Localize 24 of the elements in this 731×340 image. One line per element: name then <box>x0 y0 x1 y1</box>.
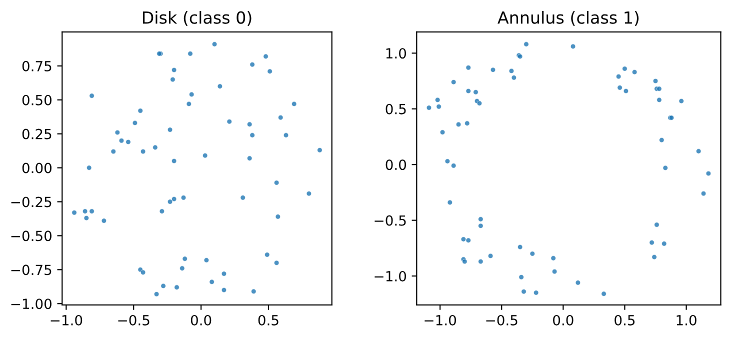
x-tick-label: 0.0 <box>190 314 212 326</box>
y-tick-label: −0.25 <box>11 196 52 208</box>
y-tick-label: 0.50 <box>22 94 52 106</box>
y-tick-label: 0.00 <box>22 162 52 174</box>
x-tick-label: 0.5 <box>614 314 635 326</box>
y-tick-label: 0.25 <box>22 128 52 140</box>
x-tick-label: 0.0 <box>553 314 574 326</box>
x-tick-label: −1.0 <box>424 314 456 326</box>
y-tick-label: 0.5 <box>386 104 406 114</box>
y-tick-label: 0.75 <box>22 60 52 72</box>
x-tick-label: −0.5 <box>486 314 518 326</box>
x-tick-label: −1.0 <box>50 314 82 326</box>
y-tick-label: 1.0 <box>386 48 406 59</box>
x-tick-label: −0.5 <box>118 314 150 326</box>
chart-title: Disk (class 0) <box>142 10 252 26</box>
x-tick-label: 1.0 <box>676 314 696 326</box>
y-tick-label: −1.0 <box>374 270 406 282</box>
chart-title: Annulus (class 1) <box>498 10 639 26</box>
x-tick-label: 0.5 <box>258 314 278 326</box>
y-tick-label: 0.0 <box>386 160 406 170</box>
y-tick-label: −0.5 <box>374 215 406 226</box>
y-tick-label: −0.50 <box>11 230 52 242</box>
y-tick-label: −0.75 <box>11 264 52 276</box>
y-tick-label: −1.00 <box>11 298 52 310</box>
